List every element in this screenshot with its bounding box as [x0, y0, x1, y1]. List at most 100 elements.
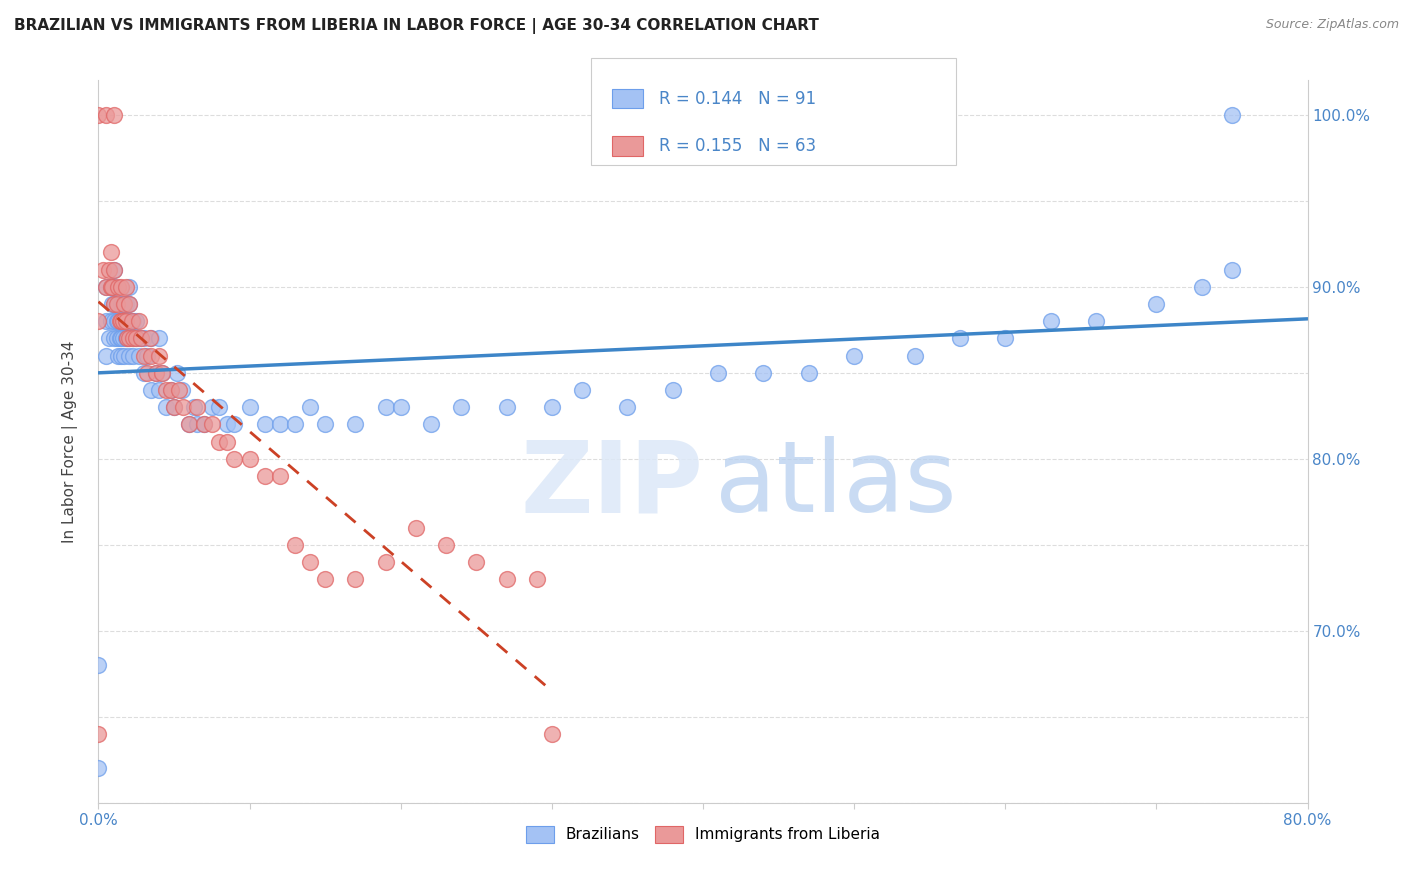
Point	[155, 400, 177, 414]
Point	[103, 297, 125, 311]
Point	[87, 314, 110, 328]
Point	[163, 400, 186, 414]
Point	[122, 331, 145, 345]
Point	[103, 262, 125, 277]
Point	[135, 366, 157, 380]
Point	[141, 383, 163, 397]
Point	[465, 555, 488, 569]
Point	[186, 417, 208, 432]
Point	[122, 349, 145, 363]
Point	[132, 349, 155, 363]
Point	[167, 383, 190, 397]
Text: ZIP: ZIP	[520, 436, 703, 533]
Point	[186, 400, 208, 414]
Text: R = 0.144   N = 91: R = 0.144 N = 91	[659, 90, 817, 108]
Point	[87, 108, 110, 122]
Point	[269, 417, 291, 432]
Point	[110, 297, 132, 311]
Point	[121, 331, 143, 345]
Point	[160, 383, 183, 397]
Point	[118, 314, 141, 328]
Point	[179, 417, 201, 432]
Point	[1039, 314, 1062, 328]
Point	[1220, 108, 1243, 122]
Text: BRAZILIAN VS IMMIGRANTS FROM LIBERIA IN LABOR FORCE | AGE 30-34 CORRELATION CHAR: BRAZILIAN VS IMMIGRANTS FROM LIBERIA IN …	[14, 18, 818, 34]
Point	[1144, 297, 1167, 311]
Point	[118, 349, 141, 363]
Point	[1191, 279, 1213, 293]
Point	[170, 383, 193, 397]
Point	[434, 538, 457, 552]
Point	[344, 572, 367, 586]
Point	[495, 400, 517, 414]
Point	[105, 297, 128, 311]
Point	[201, 400, 224, 414]
Point	[148, 383, 170, 397]
Point	[752, 366, 775, 380]
Point	[128, 349, 150, 363]
Text: Source: ZipAtlas.com: Source: ZipAtlas.com	[1265, 18, 1399, 31]
Point	[94, 314, 117, 328]
Point	[118, 297, 141, 311]
Point	[108, 331, 131, 345]
Point	[107, 349, 129, 363]
Point	[172, 400, 194, 414]
Point	[111, 331, 134, 345]
Point	[450, 400, 472, 414]
Point	[87, 727, 110, 741]
Point	[122, 314, 145, 328]
Point	[150, 366, 173, 380]
Point	[145, 366, 167, 380]
Point	[110, 314, 132, 328]
Point	[526, 572, 548, 586]
Point	[389, 400, 412, 414]
Point	[224, 417, 246, 432]
Point	[107, 279, 129, 293]
Point	[193, 417, 215, 432]
Point	[98, 331, 121, 345]
Point	[253, 417, 276, 432]
Point	[661, 383, 683, 397]
Point	[103, 297, 125, 311]
Point	[201, 417, 224, 432]
Point	[105, 331, 128, 345]
Text: atlas: atlas	[716, 436, 956, 533]
Point	[150, 366, 173, 380]
Point	[239, 400, 262, 414]
Point	[114, 331, 136, 345]
Point	[114, 314, 136, 328]
Point	[125, 331, 148, 345]
Point	[224, 451, 246, 466]
Point	[148, 349, 170, 363]
Point	[114, 297, 136, 311]
Point	[103, 314, 125, 328]
Point	[107, 314, 129, 328]
Point	[571, 383, 593, 397]
Point	[844, 349, 866, 363]
Point	[420, 417, 443, 432]
Point	[253, 469, 276, 483]
Point	[101, 279, 124, 293]
Point	[103, 262, 125, 277]
Point	[374, 400, 396, 414]
Point	[314, 572, 336, 586]
Point	[87, 658, 110, 673]
Point	[115, 331, 138, 345]
Point	[299, 400, 322, 414]
Point	[111, 314, 134, 328]
Point	[98, 262, 121, 277]
Point	[105, 314, 128, 328]
Legend: Brazilians, Immigrants from Liberia: Brazilians, Immigrants from Liberia	[520, 820, 886, 849]
Point	[141, 331, 163, 345]
Point	[101, 297, 124, 311]
Point	[148, 331, 170, 345]
Point	[128, 314, 150, 328]
Point	[374, 555, 396, 569]
Point	[540, 727, 562, 741]
Point	[239, 451, 262, 466]
Point	[284, 538, 307, 552]
Point	[100, 279, 122, 293]
Point	[166, 366, 188, 380]
Point	[112, 349, 135, 363]
Point	[405, 520, 427, 534]
